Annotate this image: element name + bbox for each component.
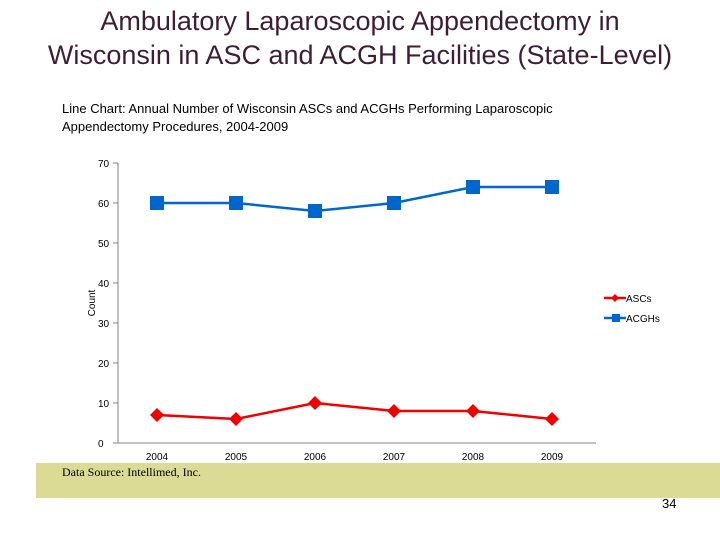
- data-point-acghs: [150, 196, 164, 210]
- y-tick-label: 10: [98, 399, 110, 410]
- data-point-acghs: [229, 196, 243, 210]
- data-point-acghs: [466, 180, 480, 194]
- y-tick-label: 70: [98, 159, 110, 170]
- page-number: 34: [662, 496, 677, 511]
- data-point-ascs: [545, 412, 559, 426]
- legend-marker-ascs: [611, 294, 619, 302]
- data-source-note: Data Source: Intellimed, Inc.: [62, 465, 201, 479]
- y-tick-label: 60: [98, 199, 110, 210]
- x-tick-label: 2009: [541, 452, 564, 463]
- y-tick-label: 0: [98, 439, 104, 450]
- data-point-ascs: [466, 404, 480, 418]
- y-tick-label: 30: [98, 319, 110, 330]
- data-point-acghs: [308, 204, 322, 218]
- legend-label-ascs: ASCs: [626, 294, 652, 305]
- data-point-acghs: [545, 180, 559, 194]
- legend-marker-acghs: [612, 314, 620, 322]
- x-tick-label: 2006: [304, 452, 327, 463]
- legend-label-acghs: ACGHs: [626, 314, 660, 325]
- data-point-ascs: [387, 404, 401, 418]
- series-line-acghs: [157, 185, 552, 213]
- chart-title-line-1: Line Chart: Annual Number of Wisconsin A…: [62, 101, 553, 116]
- footer-band: [36, 463, 720, 498]
- x-tick-label: 2005: [225, 452, 248, 463]
- slide-title: Ambulatory Laparoscopic Appendectomy in …: [0, 4, 720, 72]
- data-point-acghs: [387, 196, 401, 210]
- x-tick-label: 2007: [383, 452, 406, 463]
- data-point-ascs: [229, 412, 243, 426]
- slide-title-line-1: Ambulatory Laparoscopic Appendectomy in: [100, 6, 620, 36]
- y-tick-label: 40: [98, 279, 110, 290]
- data-point-ascs: [150, 408, 164, 422]
- y-axis-title: Count: [87, 289, 98, 316]
- x-tick-label: 2008: [462, 452, 485, 463]
- slide-title-line-2: Wisconsin in ASC and ACGH Facilities (St…: [47, 40, 673, 70]
- y-tick-label: 20: [98, 359, 110, 370]
- chart-title: Line Chart: Annual Number of Wisconsin A…: [62, 100, 662, 136]
- series-line-ascs: [156, 401, 553, 421]
- y-tick-label: 50: [98, 239, 110, 250]
- chart-title-line-2: Appendectomy Procedures, 2004-2009: [62, 119, 289, 134]
- x-tick-label: 2004: [146, 452, 169, 463]
- data-point-ascs: [308, 396, 322, 410]
